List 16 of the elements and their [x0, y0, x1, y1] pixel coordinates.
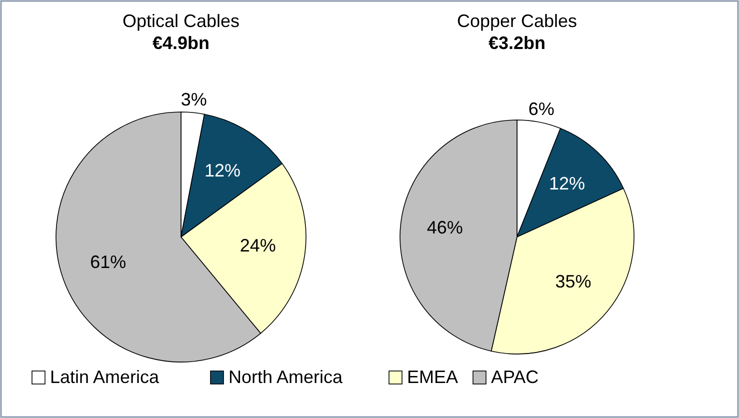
data-label: 35%: [555, 271, 592, 292]
data-label: 3%: [180, 89, 207, 110]
data-label: 6%: [528, 99, 554, 120]
data-label: 46%: [426, 218, 463, 238]
legend-label: Latin America: [50, 367, 160, 387]
chart-subtitle: €3.2bn: [488, 33, 546, 53]
chart-title: Copper Cables: [456, 11, 578, 31]
data-label: 24%: [240, 235, 276, 256]
chart-title: Optical Cables: [122, 11, 240, 31]
data-label: 12%: [204, 160, 241, 180]
legend-label: North America: [228, 367, 344, 387]
chart-subtitle: €4.9bn: [152, 33, 210, 53]
legend-label: APAC: [491, 367, 539, 387]
legend-label: EMEA: [407, 367, 458, 387]
data-label: 61%: [90, 252, 126, 272]
data-label: 12%: [549, 173, 586, 194]
